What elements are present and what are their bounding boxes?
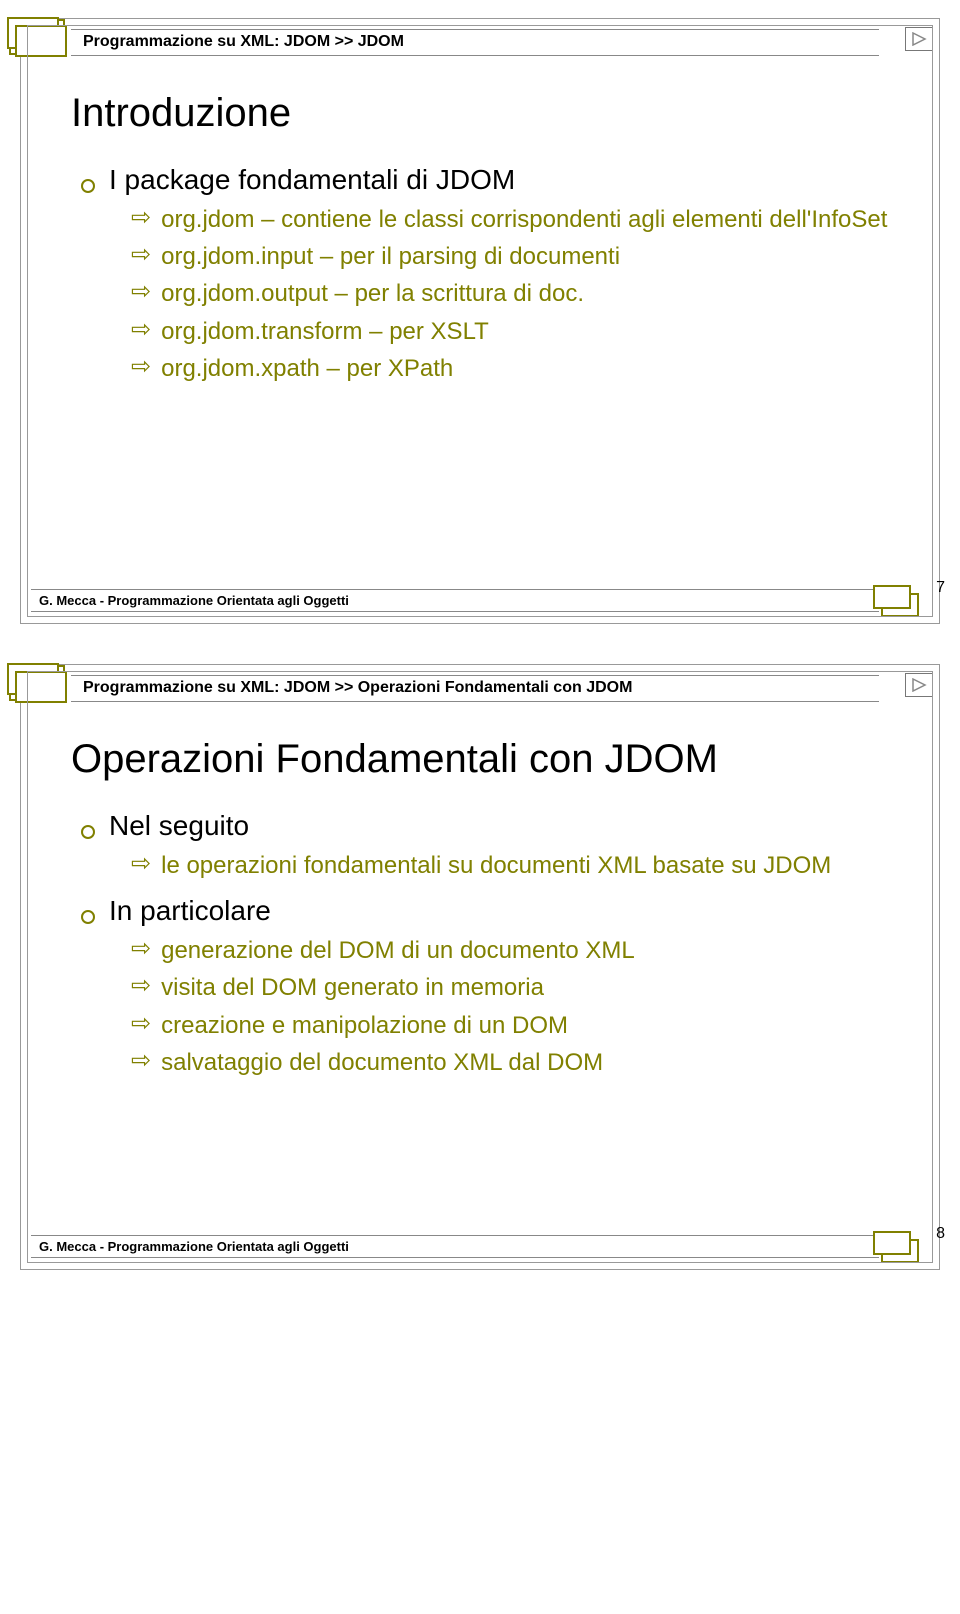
arrow-icon: ⇨ (131, 241, 151, 270)
footer-text: G. Mecca - Programmazione Orientata agli… (39, 1239, 349, 1254)
list-item: I package fondamentali di JDOM (81, 164, 909, 196)
arrow-icon: ⇨ (131, 972, 151, 1001)
header-rule-bottom (71, 55, 879, 56)
page-number: 7 (936, 579, 945, 597)
sub-list-item-text: le operazioni fondamentali su documenti … (161, 850, 909, 881)
footer-rule-top (31, 589, 879, 590)
slide-title: Introduzione (71, 91, 909, 136)
slide: Programmazione su XML: JDOM >> JDOM Intr… (20, 18, 940, 624)
next-slide-icon[interactable] (905, 673, 933, 697)
footer-decor-box-front (873, 585, 911, 609)
sub-list-item-text: org.jdom.xpath – per XPath (161, 353, 909, 384)
footer-rule-bottom (31, 1257, 879, 1258)
arrow-icon: ⇨ (131, 353, 151, 382)
sub-list-item-text: generazione del DOM di un documento XML (161, 935, 909, 966)
header-rule-bottom (71, 701, 879, 702)
sub-list-item: ⇨ org.jdom.input – per il parsing di doc… (131, 241, 909, 272)
arrow-icon: ⇨ (131, 1010, 151, 1039)
page-number: 8 (936, 1225, 945, 1243)
breadcrumb: Programmazione su XML: JDOM >> Operazion… (83, 679, 632, 697)
list-item-text: Nel seguito (109, 810, 249, 842)
sub-list-item-text: org.jdom – contiene le classi corrispond… (161, 204, 909, 235)
sub-list-item-text: org.jdom.output – per la scrittura di do… (161, 278, 909, 309)
arrow-icon: ⇨ (131, 935, 151, 964)
arrow-icon: ⇨ (131, 278, 151, 307)
slide-frame: Programmazione su XML: JDOM >> JDOM Intr… (20, 18, 940, 624)
header-decor-box-front (15, 671, 67, 703)
sub-list-item-text: salvataggio del documento XML dal DOM (161, 1047, 909, 1078)
arrow-icon: ⇨ (131, 316, 151, 345)
slide-header: Programmazione su XML: JDOM >> Operazion… (21, 665, 939, 709)
footer-rule-top (31, 1235, 879, 1236)
slide-frame: Programmazione su XML: JDOM >> Operazion… (20, 664, 940, 1270)
footer-decor-box-front (873, 1231, 911, 1255)
breadcrumb: Programmazione su XML: JDOM >> JDOM (83, 33, 404, 51)
sub-list-item: ⇨ org.jdom – contiene le classi corrispo… (131, 204, 909, 235)
list-item-text: In particolare (109, 895, 271, 927)
next-slide-icon[interactable] (905, 27, 933, 51)
sub-list-item-text: org.jdom.input – per il parsing di docum… (161, 241, 909, 272)
slide-footer: G. Mecca - Programmazione Orientata agli… (21, 583, 939, 623)
header-rule-top (71, 29, 879, 30)
sub-list-item-text: creazione e manipolazione di un DOM (161, 1010, 909, 1041)
arrow-icon: ⇨ (131, 850, 151, 879)
bullet-circle-icon (81, 825, 95, 839)
footer-rule-bottom (31, 611, 879, 612)
list-item: Nel seguito (81, 810, 909, 842)
footer-text: G. Mecca - Programmazione Orientata agli… (39, 593, 349, 608)
sub-list-item: ⇨ generazione del DOM di un documento XM… (131, 935, 909, 966)
header-decor-box-front (15, 25, 67, 57)
list-item-text: I package fondamentali di JDOM (109, 164, 515, 196)
list-item: In particolare (81, 895, 909, 927)
bullet-circle-icon (81, 179, 95, 193)
sub-list-item: ⇨ visita del DOM generato in memoria (131, 972, 909, 1003)
sub-list-item: ⇨ org.jdom.xpath – per XPath (131, 353, 909, 384)
arrow-icon: ⇨ (131, 204, 151, 233)
sub-list-item-text: org.jdom.transform – per XSLT (161, 316, 909, 347)
slide-footer: G. Mecca - Programmazione Orientata agli… (21, 1229, 939, 1269)
slide: Programmazione su XML: JDOM >> Operazion… (20, 664, 940, 1270)
sub-list-item: ⇨ le operazioni fondamentali su document… (131, 850, 909, 881)
slide-title: Operazioni Fondamentali con JDOM (71, 737, 909, 782)
sub-list-item-text: visita del DOM generato in memoria (161, 972, 909, 1003)
header-rule-top (71, 675, 879, 676)
slide-content: Introduzione I package fondamentali di J… (21, 63, 939, 583)
arrow-icon: ⇨ (131, 1047, 151, 1076)
bullet-circle-icon (81, 910, 95, 924)
sub-list-item: ⇨ org.jdom.output – per la scrittura di … (131, 278, 909, 309)
slide-content: Operazioni Fondamentali con JDOM Nel seg… (21, 709, 939, 1229)
sub-list-item: ⇨ creazione e manipolazione di un DOM (131, 1010, 909, 1041)
sub-list-item: ⇨ org.jdom.transform – per XSLT (131, 316, 909, 347)
slide-header: Programmazione su XML: JDOM >> JDOM (21, 19, 939, 63)
sub-list-item: ⇨ salvataggio del documento XML dal DOM (131, 1047, 909, 1078)
